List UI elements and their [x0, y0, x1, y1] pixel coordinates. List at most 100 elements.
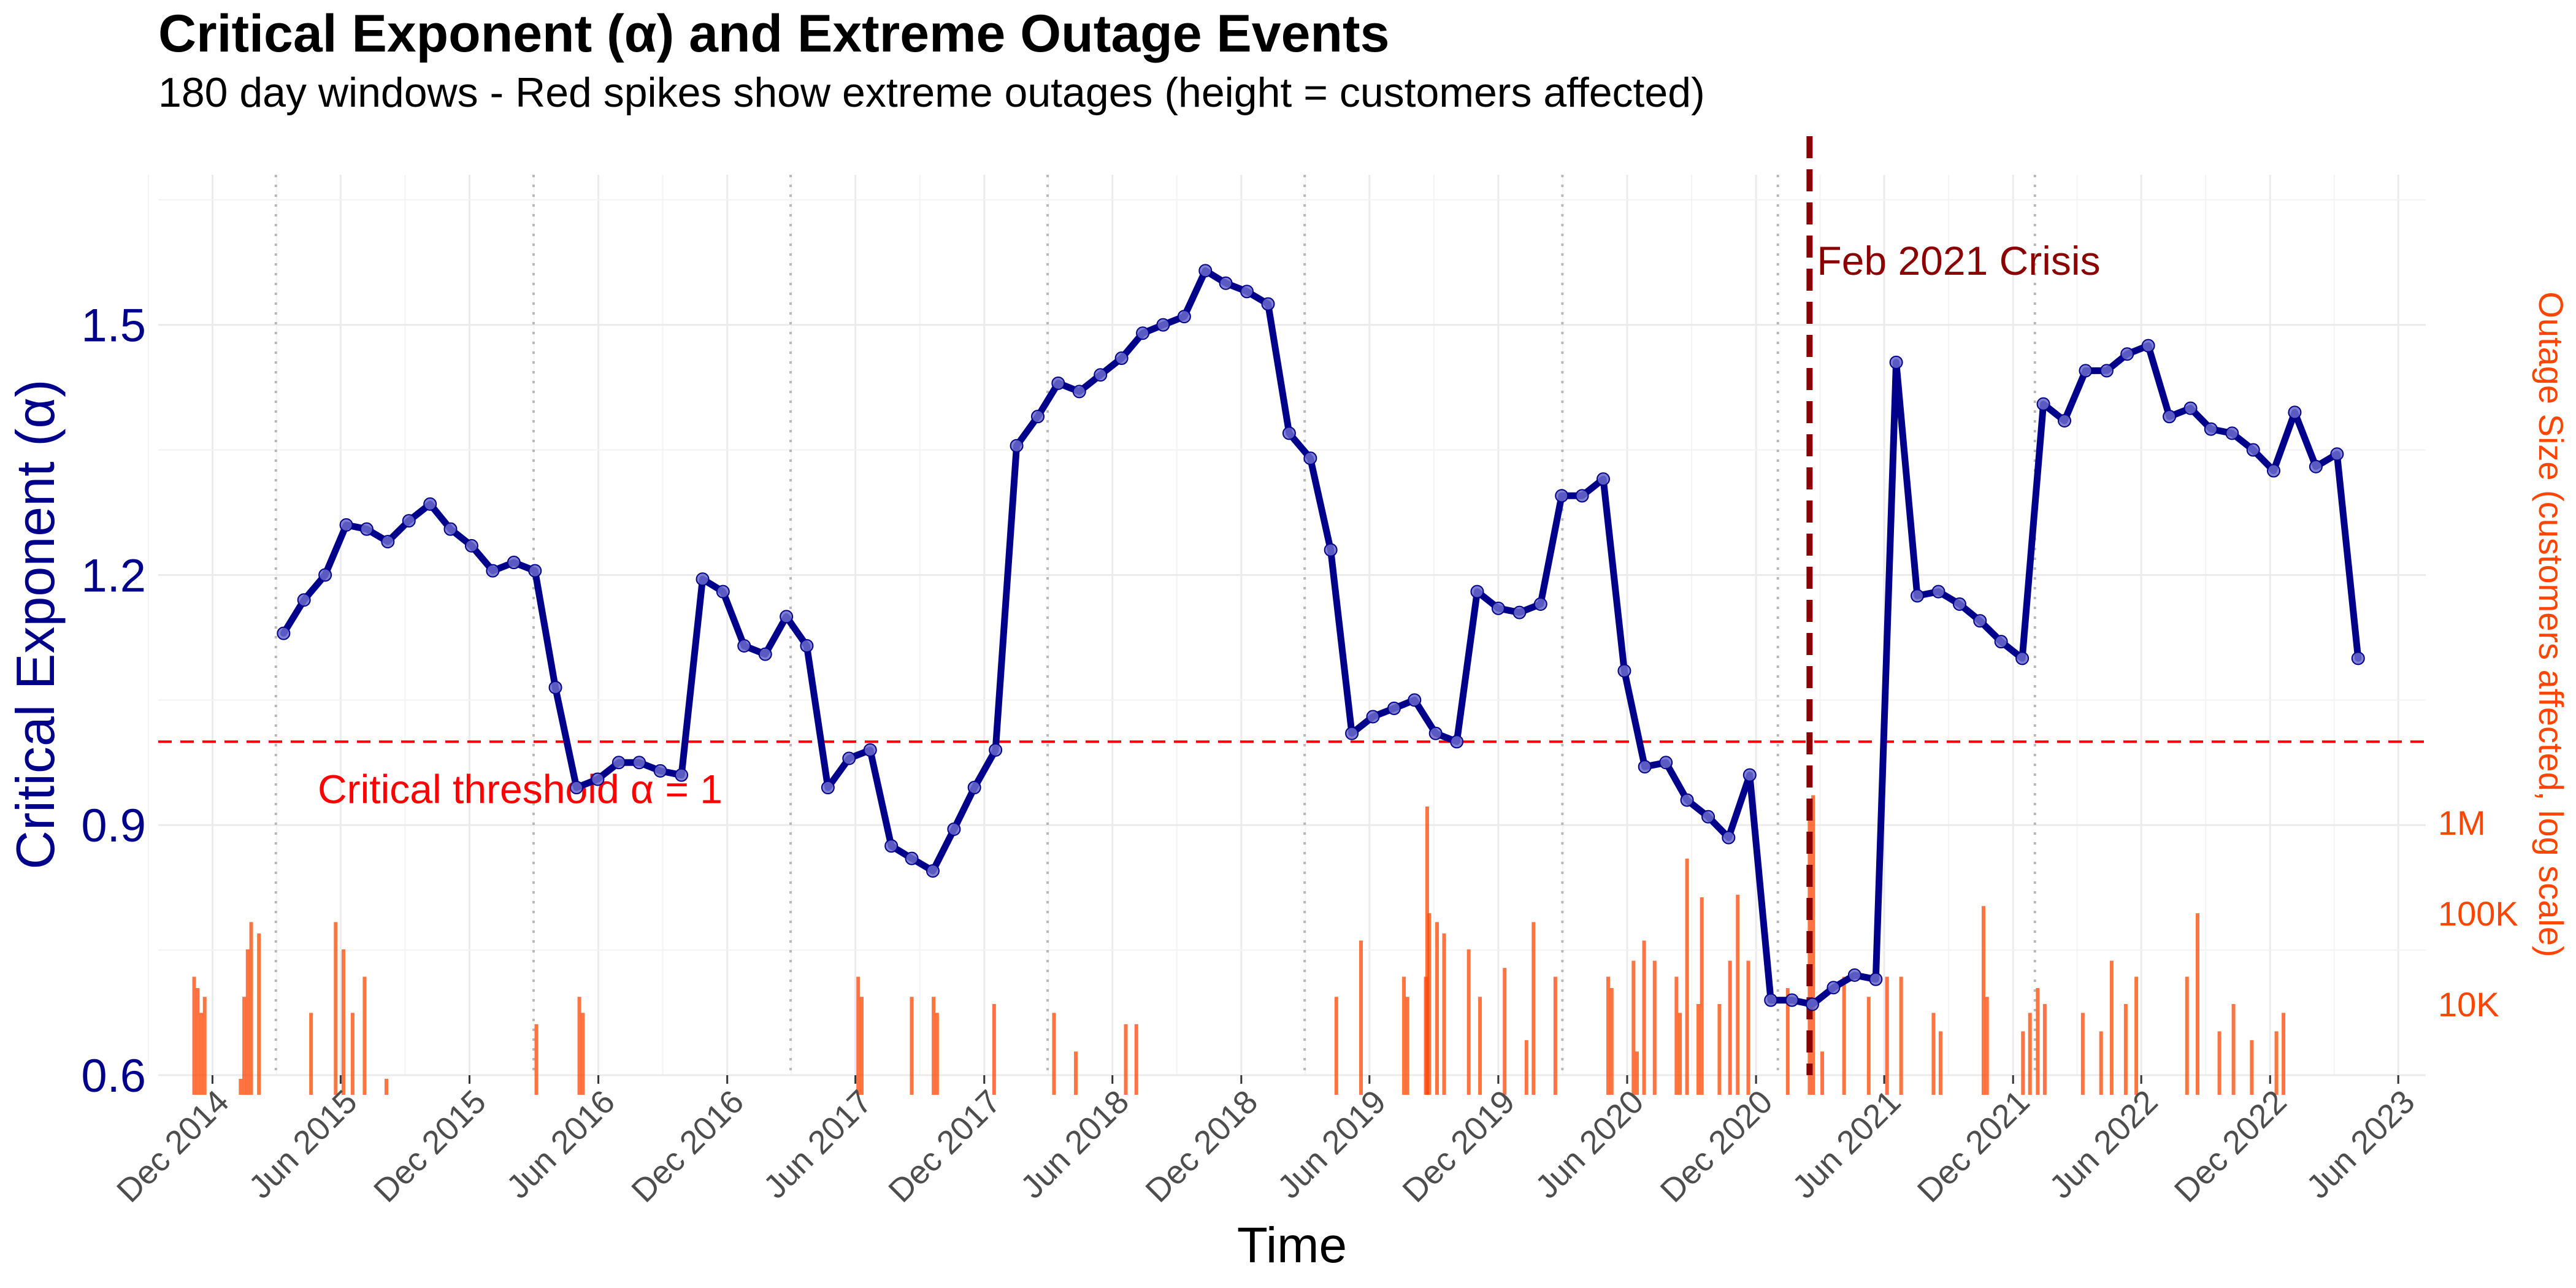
alpha-point [1952, 597, 1966, 611]
y-axis-ticks: 0.6 0.9 1.2 1.5 [81, 300, 146, 1102]
alpha-point [1177, 310, 1191, 324]
alpha-point [737, 638, 751, 653]
alpha-point [1659, 756, 1673, 770]
x-tick-label: Dec 2018 [1138, 1083, 1265, 1209]
alpha-point [569, 781, 583, 795]
alpha-point [1324, 543, 1338, 557]
alpha-point [2267, 464, 2281, 478]
alpha-point [1303, 451, 1317, 466]
y2-tick-label: 100K [2438, 894, 2518, 933]
x-tick-label: Dec 2015 [367, 1083, 493, 1209]
x-tick-label: Dec 2020 [1654, 1083, 1780, 1209]
alpha-series [277, 264, 2365, 1011]
x-tick-label: Dec 2017 [881, 1083, 1008, 1209]
y2-tick-label: 10K [2438, 985, 2499, 1024]
alpha-point [1010, 439, 1024, 453]
alpha-point [2330, 447, 2344, 461]
alpha-point [402, 514, 416, 528]
alpha-point [967, 781, 981, 795]
alpha-point [1869, 972, 1883, 986]
x-tick-label: Dec 2019 [1395, 1083, 1522, 1209]
alpha-point [443, 522, 458, 536]
y2-tick-label: 1M [2438, 803, 2486, 842]
alpha-point [486, 564, 500, 578]
alpha-point [1994, 635, 2008, 649]
alpha-point [780, 610, 794, 624]
x-tick-label: Jun 2018 [1014, 1083, 1137, 1206]
alpha-point [1596, 472, 1610, 486]
crisis-marker-label: Feb 2021 Crisis [1817, 238, 2100, 283]
alpha-point [2099, 364, 2114, 378]
y-tick-label: 0.6 [81, 1050, 146, 1102]
alpha-point [1701, 810, 1715, 824]
alpha-point [2163, 410, 2177, 424]
outage-spikes [192, 795, 2286, 1095]
alpha-point [1072, 385, 1086, 399]
alpha-point [591, 772, 605, 786]
chart-subtitle: 180 day windows - Red spikes show extrem… [158, 69, 1705, 116]
alpha-point [2079, 364, 2093, 378]
alpha-point [1345, 726, 1359, 740]
alpha-point [1219, 276, 1233, 290]
alpha-point [1491, 601, 1505, 615]
alpha-point [1847, 968, 1861, 982]
y-tick-label: 1.2 [81, 550, 146, 602]
alpha-point [1931, 585, 1945, 599]
alpha-point [1764, 993, 1778, 1007]
alpha-point [1240, 285, 1254, 299]
x-tick-label: Jun 2020 [1528, 1083, 1651, 1206]
alpha-point [1366, 710, 1380, 724]
x-tick-label: Jun 2022 [2042, 1083, 2165, 1206]
alpha-point [507, 556, 521, 570]
alpha-point [653, 764, 667, 778]
y-tick-label: 1.5 [81, 300, 146, 352]
alpha-point [716, 585, 730, 599]
alpha-point [800, 638, 814, 653]
y-tick-label: 0.9 [81, 800, 146, 852]
y-axis-title: Critical Exponent (α) [5, 379, 66, 869]
alpha-point [947, 822, 961, 837]
x-tick-label: Jun 2023 [2299, 1083, 2422, 1206]
alpha-point [989, 743, 1003, 757]
x-tick-label: Dec 2022 [2168, 1083, 2294, 1209]
alpha-point [675, 768, 689, 782]
y2-axis-title: Outage Size (customers affected, log sca… [2532, 291, 2570, 957]
alpha-point [2058, 413, 2072, 427]
alpha-point [2183, 401, 2198, 415]
alpha-point [423, 497, 437, 511]
x-tick-label: Jun 2016 [500, 1083, 623, 1206]
alpha-point [548, 680, 562, 694]
alpha-point [2120, 347, 2134, 361]
alpha-point [2288, 405, 2302, 420]
alpha-point [2225, 426, 2239, 440]
alpha-point [1282, 426, 1296, 440]
alpha-point [528, 564, 542, 578]
alpha-point [696, 572, 710, 586]
alpha-point [2204, 422, 2218, 436]
alpha-point [1408, 693, 1422, 707]
alpha-point [2246, 443, 2260, 457]
x-tick-label: Jun 2019 [1271, 1083, 1393, 1206]
alpha-point [2309, 459, 2323, 473]
alpha-line [280, 267, 2362, 1008]
alpha-point [1387, 701, 1401, 715]
x-tick-label: Dec 2021 [1911, 1083, 2037, 1209]
alpha-point [1638, 760, 1652, 774]
alpha-point [1911, 589, 1925, 603]
x-tick-label: Jun 2017 [757, 1083, 880, 1206]
alpha-point [1470, 585, 1484, 599]
alpha-point [1114, 351, 1129, 366]
alpha-point [1428, 726, 1443, 740]
alpha-point [2351, 651, 2365, 665]
alpha-point [2141, 339, 2155, 353]
alpha-point [1450, 735, 1464, 749]
alpha-point [2036, 397, 2050, 411]
alpha-point [1785, 993, 1799, 1007]
x-tick-label: Dec 2016 [624, 1083, 751, 1209]
chart-title: Critical Exponent (α) and Extreme Outage… [158, 4, 1390, 63]
x-axis-ticks: Dec 2014 Jun 2015 Dec 2015 Jun 2016 Dec 2016… [110, 1075, 2422, 1209]
alpha-point [464, 539, 478, 553]
x-tick-label: Jun 2021 [1785, 1083, 1908, 1206]
alpha-point [1555, 489, 1569, 503]
